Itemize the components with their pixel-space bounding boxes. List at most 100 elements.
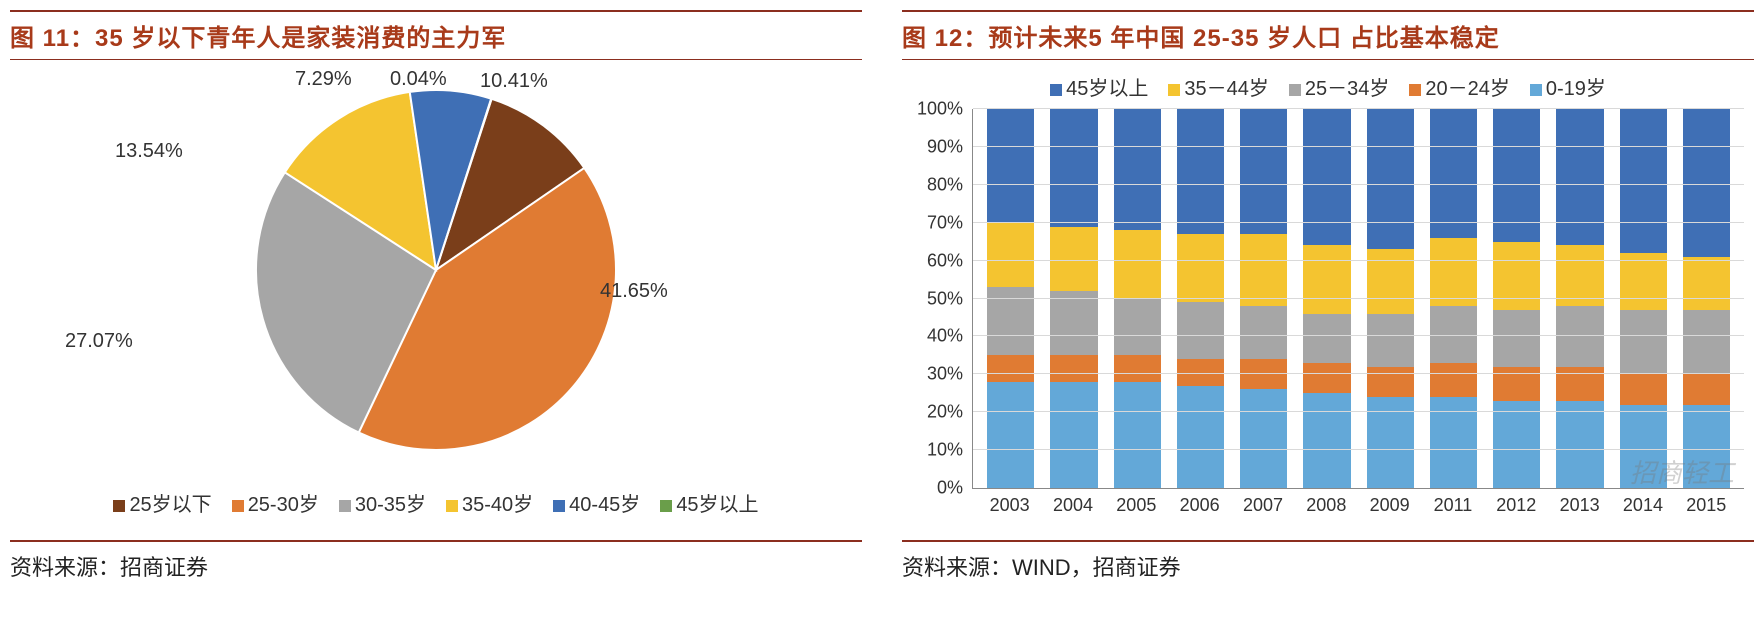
bar-column — [1050, 109, 1097, 488]
bar-segment — [1620, 310, 1667, 374]
bar-column — [1367, 109, 1414, 488]
bar-segment — [1493, 367, 1540, 401]
bar-segment — [1683, 405, 1730, 488]
bar-segment — [1493, 310, 1540, 367]
legend-label: 20－24岁 — [1425, 78, 1510, 100]
bar-segment — [1303, 314, 1350, 363]
x-tick-label: 2003 — [980, 495, 1039, 516]
bar-column — [1240, 109, 1287, 488]
bar-plot: 0%10%20%30%40%50%60%70%80%90%100% — [972, 109, 1744, 489]
bar-segment — [1367, 314, 1414, 367]
bar-segment — [1114, 230, 1161, 298]
x-tick-label: 2007 — [1233, 495, 1292, 516]
y-tick-label: 10% — [903, 440, 963, 461]
y-gridline — [973, 411, 1744, 412]
bar-legend: 45岁以上 35－44岁 25－34岁 20－24岁 0-19岁 — [902, 68, 1754, 109]
bar-segment — [1367, 109, 1414, 249]
legend-swatch — [1289, 84, 1301, 96]
pie-slice-label: 7.29% — [295, 68, 352, 91]
legend-label: 25岁以下 — [129, 494, 211, 516]
x-axis-labels: 2003200420052006200720082009201120122013… — [972, 489, 1744, 516]
x-tick-label: 2008 — [1297, 495, 1356, 516]
figure-12-source: 资料来源：WIND，招商证券 — [902, 540, 1754, 582]
legend-label: 25－34岁 — [1305, 78, 1390, 100]
bar-segment — [1303, 109, 1350, 245]
x-tick-label: 2013 — [1550, 495, 1609, 516]
legend-item: 40-45岁 — [553, 488, 640, 517]
bar-segment — [1114, 382, 1161, 488]
bar-segment — [987, 355, 1034, 382]
bar-segment — [1620, 405, 1667, 488]
bar-segment — [1177, 109, 1224, 234]
y-tick-label: 70% — [903, 212, 963, 233]
legend-item: 45岁以上 — [660, 488, 758, 517]
pie-slice-label: 13.54% — [115, 140, 183, 163]
legend-swatch — [446, 500, 458, 512]
bar-segment — [1683, 257, 1730, 310]
y-gridline — [973, 260, 1744, 261]
y-tick-label: 80% — [903, 174, 963, 195]
pie-slice-label: 41.65% — [600, 280, 668, 303]
pie-svg — [66, 60, 806, 480]
bar-segment — [1620, 374, 1667, 404]
bar-segment — [987, 382, 1034, 488]
legend-label: 45岁以上 — [1066, 78, 1148, 100]
legend-item: 45岁以上 — [1050, 72, 1148, 101]
legend-label: 0-19岁 — [1546, 78, 1606, 100]
bar-segment — [1620, 253, 1667, 310]
bar-wrap: 45岁以上 35－44岁 25－34岁 20－24岁 0-19岁 0%10%20%30%… — [902, 60, 1754, 540]
bar-segment — [1240, 389, 1287, 488]
bar-segment — [1683, 310, 1730, 374]
bar-segment — [1556, 109, 1603, 245]
x-tick-label: 2006 — [1170, 495, 1229, 516]
bar-segment — [1050, 291, 1097, 355]
bar-segment — [1114, 109, 1161, 230]
legend-item: 0-19岁 — [1530, 72, 1606, 101]
bar-segment — [1177, 234, 1224, 302]
figure-12-title: 图 12：预计未来5 年中国 25-35 岁人口 占比基本稳定 — [902, 25, 1500, 52]
pie-slice-label: 27.07% — [65, 330, 133, 353]
figure-11-title: 图 11：35 岁以下青年人是家装消费的主力军 — [10, 25, 506, 52]
legend-swatch — [1409, 84, 1421, 96]
pie-chart-area: 10.41%41.65%27.07%13.54%7.29%0.04% 25岁以下… — [10, 60, 862, 540]
bar-segment — [987, 223, 1034, 287]
legend-swatch — [339, 500, 351, 512]
legend-swatch — [113, 500, 125, 512]
figure-pair: 图 11：35 岁以下青年人是家装消费的主力军 10.41% 41.65% 27.0… — [10, 10, 1754, 582]
y-tick-label: 0% — [903, 478, 963, 499]
bar-segment — [1303, 363, 1350, 393]
bar-segment — [1240, 234, 1287, 306]
y-gridline — [973, 298, 1744, 299]
legend-item: 20－24岁 — [1409, 72, 1510, 101]
y-gridline — [973, 184, 1744, 185]
bar-segment — [1177, 302, 1224, 359]
y-tick-label: 90% — [903, 136, 963, 157]
bars-row — [973, 109, 1744, 488]
bar-segment — [1430, 109, 1477, 238]
y-tick-label: 30% — [903, 364, 963, 385]
bar-segment — [987, 109, 1034, 223]
bar-segment — [1114, 299, 1161, 356]
legend-item: 35－44岁 — [1168, 72, 1269, 101]
y-gridline — [973, 108, 1744, 109]
bar-segment — [1240, 109, 1287, 234]
bar-column — [1683, 109, 1730, 488]
legend-label: 35-40岁 — [462, 494, 533, 516]
bar-segment — [1303, 245, 1350, 313]
bar-segment — [1620, 109, 1667, 253]
x-tick-label: 2014 — [1613, 495, 1672, 516]
x-tick-label: 2009 — [1360, 495, 1419, 516]
y-tick-label: 40% — [903, 326, 963, 347]
legend-swatch — [1530, 84, 1542, 96]
bar-segment — [1177, 386, 1224, 488]
legend-swatch — [553, 500, 565, 512]
y-gridline — [973, 449, 1744, 450]
pie-slice-label: 10.41% — [480, 70, 548, 93]
legend-item: 30-35岁 — [339, 488, 426, 517]
bar-column — [1114, 109, 1161, 488]
title-row: 图 12：预计未来5 年中国 25-35 岁人口 占比基本稳定 — [902, 10, 1754, 60]
bar-segment — [1240, 359, 1287, 389]
y-gridline — [973, 222, 1744, 223]
bar-segment — [1430, 238, 1477, 306]
figure-11-panel: 图 11：35 岁以下青年人是家装消费的主力军 10.41% 41.65% 27.0… — [10, 10, 862, 582]
